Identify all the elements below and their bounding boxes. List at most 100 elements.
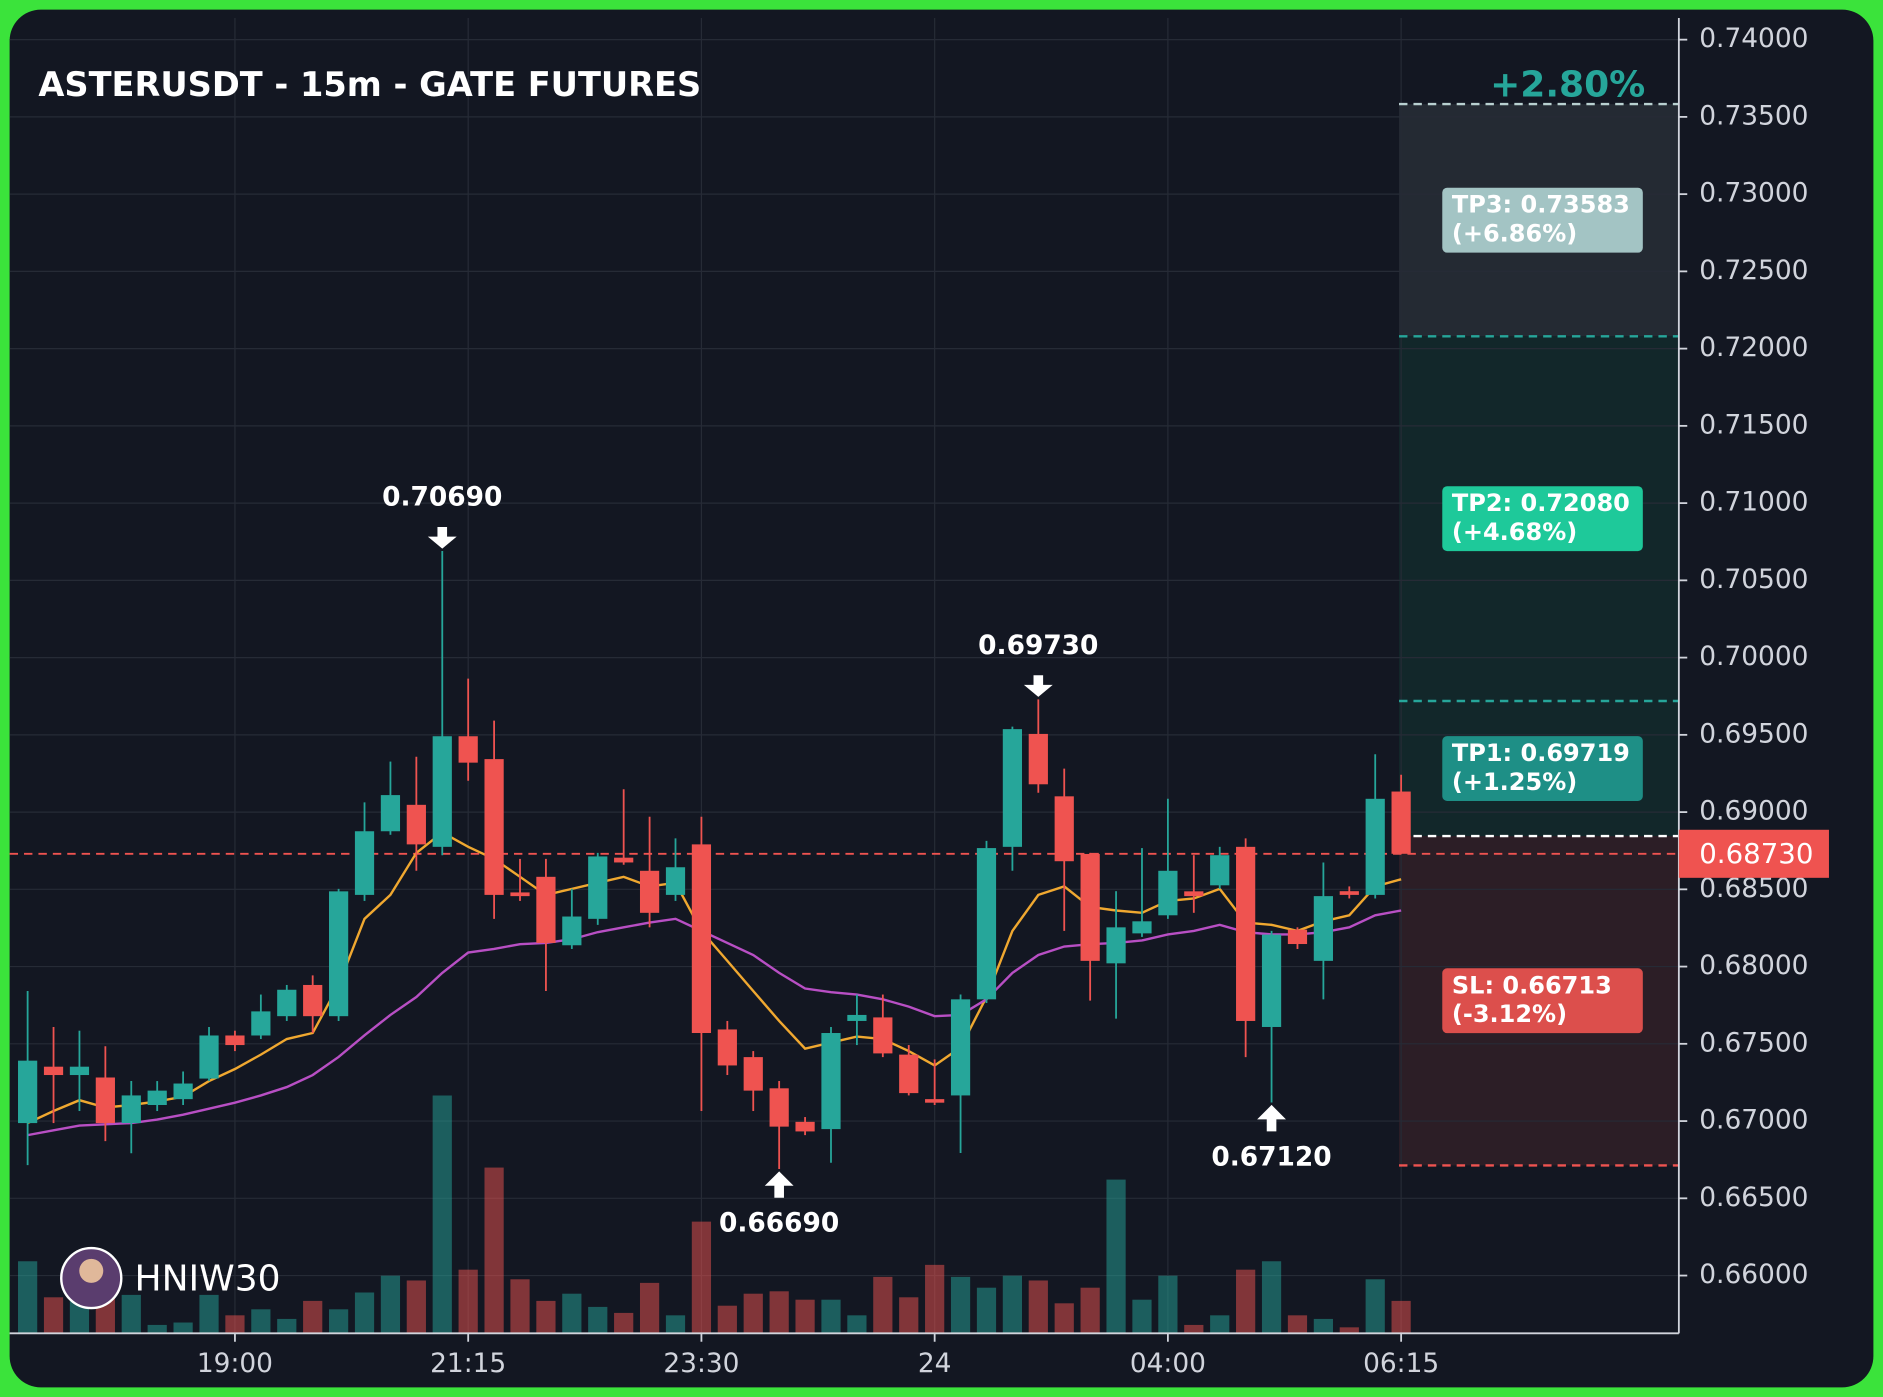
- candle-body: [43, 1066, 64, 1076]
- volume-bar: [1106, 1179, 1126, 1334]
- volume-bar: [43, 1297, 64, 1334]
- volume-bar: [925, 1264, 945, 1334]
- volume-bar: [1236, 1269, 1256, 1334]
- annotation-label: 0.66690: [719, 1208, 839, 1239]
- candle-body: [1080, 853, 1100, 961]
- candle-body: [717, 1029, 737, 1066]
- volume-bar: [406, 1280, 426, 1334]
- avatar-face: [79, 1258, 104, 1283]
- candle-body: [510, 892, 530, 897]
- candle-body: [354, 831, 375, 895]
- candle-body: [821, 1033, 841, 1130]
- volume-bar: [899, 1297, 919, 1334]
- level-label: TP3: 0.73583: [1452, 191, 1630, 219]
- candle-body: [899, 1054, 919, 1094]
- volume-bar: [18, 1261, 38, 1334]
- candle-body: [1287, 929, 1308, 945]
- candle-body: [1339, 891, 1359, 895]
- candle-body: [18, 1060, 38, 1124]
- level-change: (+6.86%): [1452, 220, 1577, 248]
- volume-bar: [1158, 1275, 1178, 1334]
- candle-body: [691, 844, 712, 1034]
- volume-bar: [665, 1315, 686, 1334]
- y-tick-label: 0.71500: [1699, 409, 1808, 440]
- level-box: [1442, 736, 1643, 801]
- volume-bar: [251, 1309, 271, 1334]
- level-label: TP1: 0.69719: [1452, 739, 1630, 767]
- candle-body: [147, 1090, 167, 1106]
- volume-bar: [1002, 1275, 1023, 1334]
- candle-body: [1054, 796, 1074, 862]
- x-tick-label: 04:00: [1130, 1348, 1206, 1379]
- moving-average: [27, 909, 1402, 1137]
- candle-body: [95, 1077, 115, 1124]
- candle-body: [251, 1011, 271, 1036]
- x-tick-label: 23:30: [663, 1348, 739, 1379]
- candle-body: [639, 870, 660, 913]
- y-tick-label: 0.70500: [1699, 564, 1808, 595]
- candle-body: [1261, 934, 1282, 1027]
- volume-bar: [1313, 1318, 1333, 1334]
- volume-bar: [1339, 1327, 1359, 1334]
- volume-bar: [1028, 1280, 1048, 1334]
- y-tick-label: 0.67000: [1699, 1105, 1808, 1136]
- volume-bar: [173, 1322, 193, 1334]
- y-tick-label: 0.68000: [1699, 950, 1808, 981]
- candle-body: [950, 999, 971, 1096]
- change-label: +2.80%: [1490, 64, 1645, 105]
- x-tick-label: 24: [918, 1348, 952, 1379]
- candle-body: [1028, 733, 1048, 785]
- y-tick-label: 0.66500: [1699, 1182, 1808, 1213]
- candle-body: [847, 1014, 867, 1021]
- y-tick-label: 0.74000: [1699, 23, 1808, 54]
- volume-bar: [277, 1318, 297, 1334]
- chart-title: ASTERUSDT - 15m - GATE FUTURES: [38, 65, 701, 104]
- volume-bar: [1080, 1287, 1100, 1334]
- volume-bar: [1210, 1315, 1230, 1334]
- volume-bar: [1261, 1261, 1282, 1334]
- volume-bar: [536, 1300, 556, 1334]
- volume-bar: [821, 1299, 841, 1334]
- candle-body: [199, 1035, 219, 1079]
- y-tick-label: 0.70000: [1699, 641, 1808, 672]
- y-tick-label: 0.73500: [1699, 100, 1808, 131]
- annotation-label: 0.67120: [1211, 1141, 1331, 1172]
- candle-body: [1132, 921, 1152, 934]
- volume-bar: [1132, 1299, 1152, 1334]
- volume-bar: [691, 1221, 712, 1334]
- candle-body: [1391, 791, 1411, 854]
- volume-bar: [769, 1291, 789, 1334]
- candle-body: [795, 1121, 815, 1132]
- annotation-arrow: [427, 526, 457, 549]
- annotation-arrow: [1023, 675, 1053, 697]
- y-tick-label: 0.69500: [1699, 718, 1808, 749]
- candle-body: [121, 1095, 141, 1124]
- level-box: [1442, 187, 1643, 253]
- volume-bar: [1287, 1315, 1308, 1334]
- volume-bar: [225, 1315, 245, 1334]
- price-tag: [1678, 829, 1829, 878]
- volume-bar: [950, 1276, 971, 1334]
- volume-bar: [639, 1282, 660, 1334]
- candle-body: [1210, 855, 1230, 886]
- candle-body: [873, 1017, 893, 1054]
- level-box: [1442, 486, 1643, 552]
- volume-bar: [873, 1276, 893, 1334]
- candle-body: [1184, 891, 1204, 897]
- volume-bar: [588, 1306, 608, 1334]
- level-change: (+4.68%): [1452, 518, 1577, 546]
- candle-body: [665, 867, 686, 895]
- candle-body: [173, 1083, 193, 1100]
- level-label: SL: 0.66713: [1452, 971, 1612, 999]
- candle-body: [484, 759, 504, 895]
- annotation-label: 0.70690: [382, 482, 502, 513]
- candle-body: [588, 856, 608, 919]
- y-tick-label: 0.72500: [1699, 255, 1808, 286]
- volume-bar: [484, 1167, 504, 1334]
- candle-body: [406, 804, 426, 845]
- level-change: (+1.25%): [1452, 768, 1577, 796]
- candle-body: [1106, 927, 1126, 964]
- volume-bar: [199, 1294, 219, 1334]
- volume-bar: [562, 1293, 582, 1334]
- y-tick-label: 0.67500: [1699, 1027, 1808, 1058]
